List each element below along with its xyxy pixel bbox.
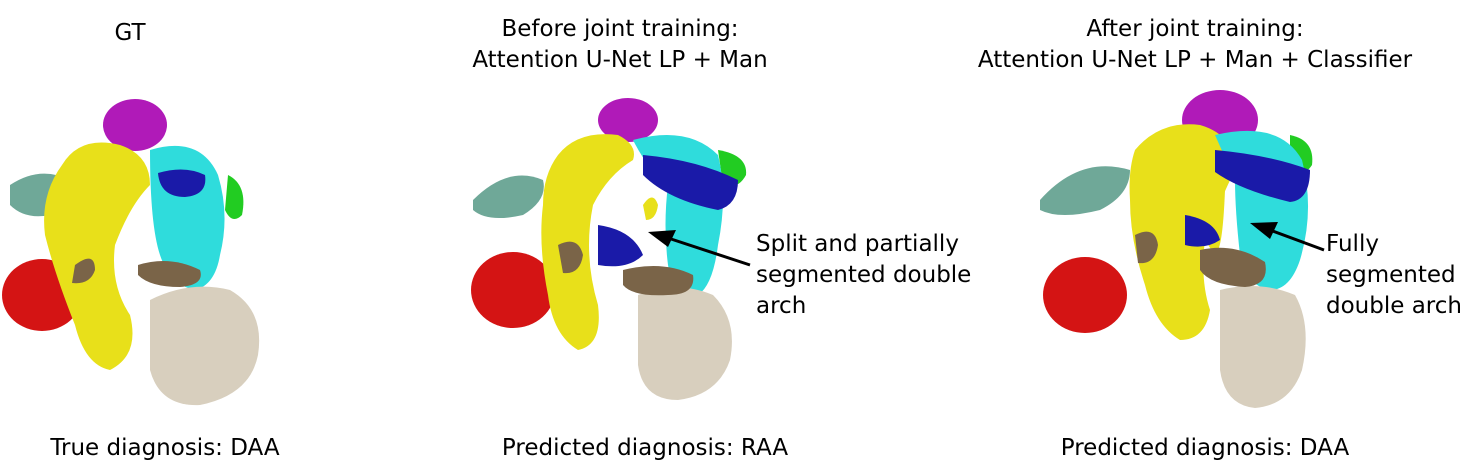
before-title-line2: Attention U-Net LP + Man (472, 47, 768, 73)
red-structure (1043, 257, 1127, 333)
gt-diagnosis: True diagnosis: DAA (50, 435, 280, 461)
before-3d-model (471, 98, 747, 400)
gt-3d-model (2, 99, 260, 406)
green-structure (225, 175, 244, 219)
brown-structure-left (72, 258, 95, 284)
blue-lower-structure (1185, 215, 1220, 247)
yellow-partial-segment (643, 197, 658, 220)
blue-lower-structure (598, 225, 643, 267)
after-annotation-line2: segmented (1326, 262, 1456, 288)
before-diagnosis: Predicted diagnosis: RAA (501, 435, 789, 461)
brown-structure-right (1200, 247, 1266, 287)
yellow-arch (541, 134, 634, 350)
beige-structure (638, 287, 732, 400)
teal-structure (1040, 166, 1130, 215)
yellow-arch (44, 142, 150, 370)
after-annotation-line1: Fully (1326, 231, 1379, 257)
after-title-line2: Attention U-Net LP + Man + Classifier (977, 47, 1413, 73)
after-3d-model (1040, 90, 1313, 408)
brown-structure-left (1135, 231, 1158, 264)
after-segmentation-render (1040, 90, 1330, 420)
before-annotation-line1: Split and partially (756, 231, 959, 257)
blue-structure (643, 155, 738, 210)
brown-structure-right (138, 261, 201, 287)
before-title-line1: Before joint training: (501, 16, 739, 42)
after-annotation-line3: double arch (1326, 293, 1462, 319)
red-structure (471, 252, 555, 328)
before-annotation-arrow (648, 230, 751, 267)
brown-structure-right (623, 266, 694, 296)
beige-structure (1220, 286, 1306, 408)
gt-title: GT (114, 20, 146, 46)
gt-segmentation-render (0, 95, 270, 415)
magenta-structure (598, 98, 658, 142)
after-diagnosis: Predicted diagnosis: DAA (1060, 435, 1350, 461)
magenta-structure (103, 99, 167, 151)
blue-structure (158, 169, 206, 197)
blue-structure (1215, 150, 1310, 202)
before-annotation-line2: segmented double (756, 262, 972, 288)
teal-structure (473, 175, 544, 219)
before-annotation-line3: arch (756, 293, 807, 319)
brown-structure-left (558, 241, 583, 274)
after-title-line1: After joint training: (1086, 16, 1304, 42)
before-segmentation-render (468, 95, 758, 415)
beige-structure (150, 286, 260, 406)
after-annotation-arrow (1250, 222, 1325, 252)
